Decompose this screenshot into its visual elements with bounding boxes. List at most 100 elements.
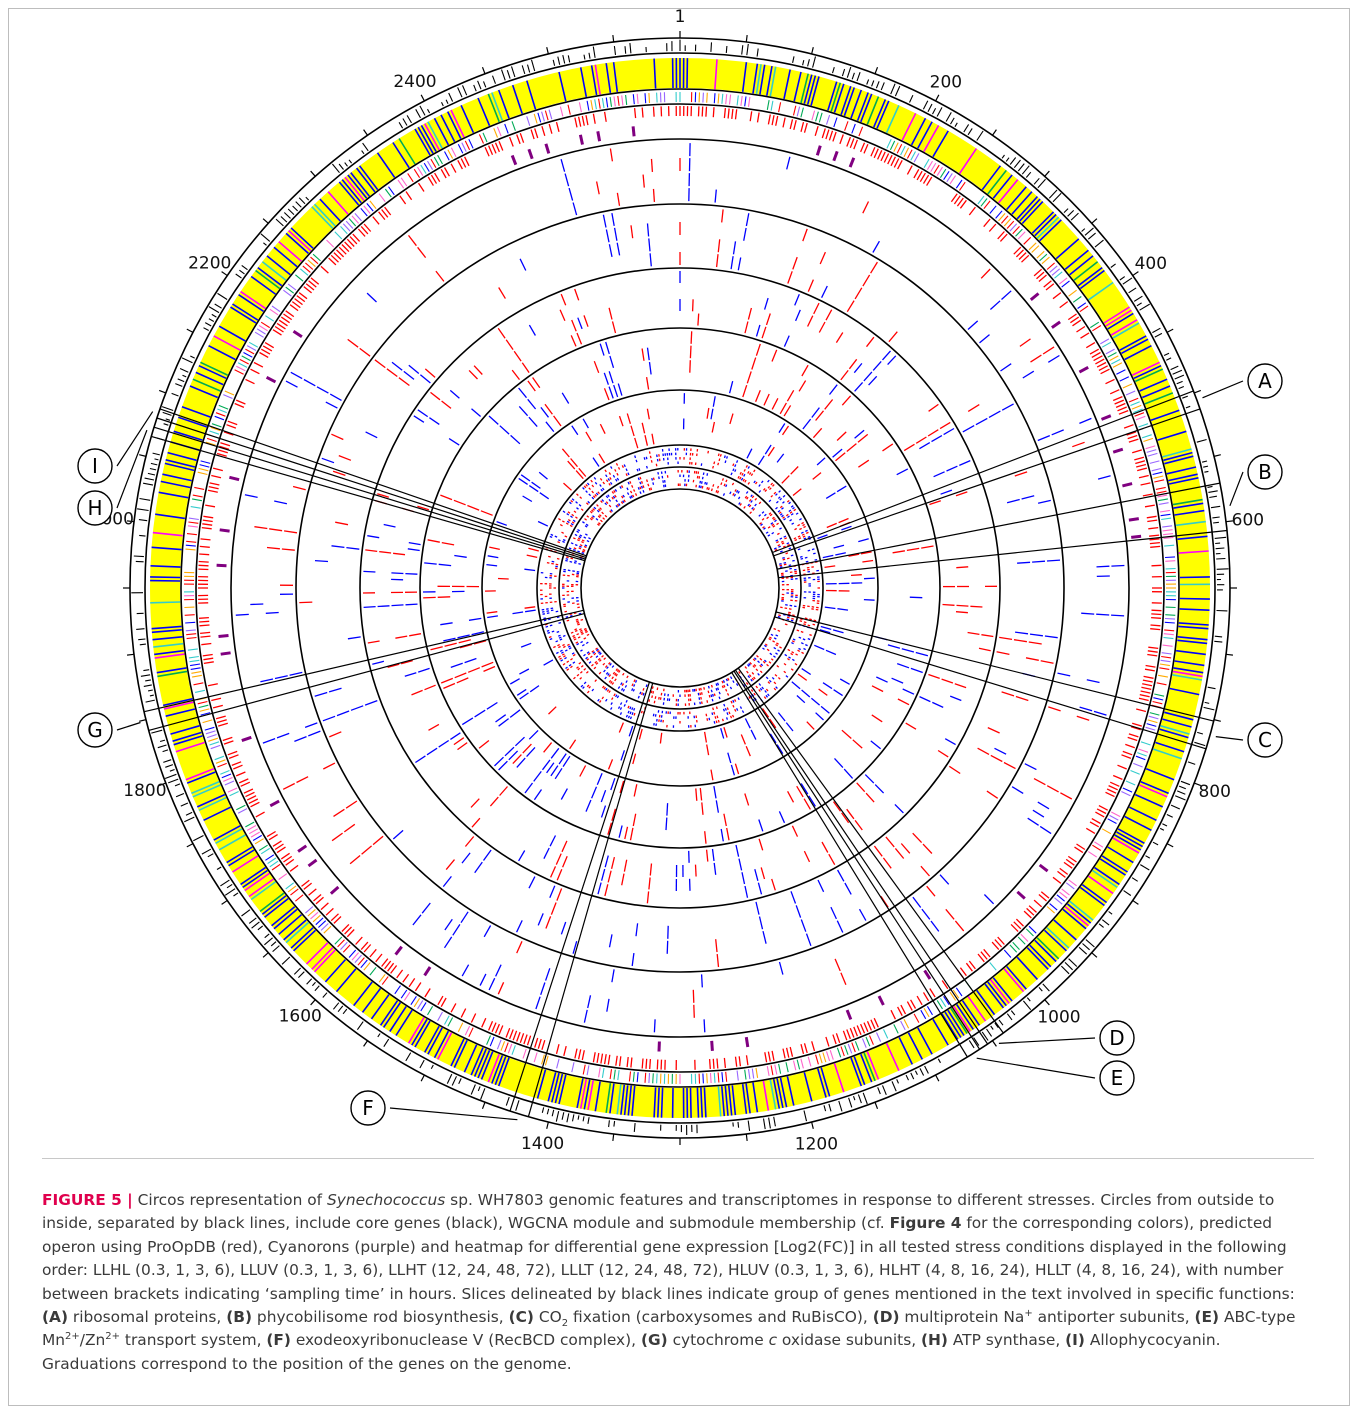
expression-mark <box>790 668 794 671</box>
expression-mark <box>718 458 721 462</box>
operon-mark <box>782 117 786 128</box>
operon-mark <box>488 145 494 156</box>
expression-mark <box>762 647 765 650</box>
submodule-mark <box>457 144 464 154</box>
expression-mark <box>620 501 624 504</box>
expression-mark <box>726 683 729 687</box>
core-gene-mark <box>1152 841 1159 846</box>
expression-mark <box>629 496 632 499</box>
position-label: 800 <box>1198 782 1230 802</box>
callout-label-c: C <box>1258 728 1272 752</box>
expression-mark <box>601 655 604 658</box>
figure-4-link[interactable]: Figure 4 <box>889 1214 962 1233</box>
expression-mark <box>750 689 754 692</box>
expression-mark <box>586 684 590 688</box>
expression-mark <box>350 705 364 711</box>
expression-mark <box>412 914 422 926</box>
slice-boundary <box>772 390 1194 554</box>
expression-mark <box>921 908 931 920</box>
expression-mark <box>732 492 735 496</box>
expression-mark <box>802 535 806 538</box>
expression-mark <box>757 882 763 895</box>
core-gene-mark <box>430 1064 434 1069</box>
expression-mark <box>349 854 361 865</box>
submodule-mark <box>369 200 377 210</box>
expression-mark <box>403 370 415 380</box>
operon-mark <box>1147 653 1158 657</box>
submodule-mark <box>910 151 916 161</box>
expression-mark <box>783 563 787 566</box>
expression-mark <box>512 611 524 615</box>
core-gene-mark <box>295 201 302 208</box>
operon-mark <box>789 119 794 130</box>
submodule-mark <box>889 140 896 151</box>
expression-mark <box>627 705 630 709</box>
wgcna-gene-mark <box>779 1077 788 1108</box>
expression-mark <box>922 843 933 854</box>
expression-mark <box>988 410 1001 418</box>
expression-mark <box>822 554 834 559</box>
expression-mark <box>791 642 794 645</box>
cyanoron-mark <box>578 134 584 145</box>
expression-mark <box>854 429 865 439</box>
expression-mark <box>537 520 549 527</box>
submodule-mark <box>854 1041 860 1051</box>
expression-mark <box>629 827 634 841</box>
expression-mark <box>734 464 737 468</box>
core-gene-mark <box>152 452 160 456</box>
expression-mark <box>1044 635 1058 639</box>
expression-mark <box>564 656 567 660</box>
expression-mark <box>747 471 750 474</box>
wgcna-gene-mark <box>885 104 900 134</box>
expression-mark <box>776 522 779 526</box>
expression-mark <box>975 417 988 426</box>
core-gene-mark <box>1068 958 1078 967</box>
operon-mark <box>488 1020 494 1031</box>
operon-mark <box>200 635 211 638</box>
expression-mark <box>806 721 815 730</box>
expression-mark <box>578 612 582 615</box>
submodule-mark <box>1149 712 1160 716</box>
expression-mark <box>575 618 579 621</box>
expression-mark <box>791 522 795 525</box>
wgcna-gene-mark <box>772 1078 781 1109</box>
submodule-mark <box>533 1052 538 1063</box>
expression-mark <box>930 920 940 932</box>
expression-mark <box>543 659 554 666</box>
expression-mark <box>800 557 804 560</box>
submodule-mark <box>747 96 751 107</box>
submodule-mark <box>400 177 408 187</box>
submodule-mark <box>337 939 345 948</box>
expression-mark <box>771 398 779 410</box>
operon-mark <box>1151 616 1162 619</box>
expression-mark <box>765 531 769 534</box>
expression-mark <box>752 508 756 511</box>
submodule-mark <box>363 962 371 971</box>
expression-mark <box>558 636 562 639</box>
core-gene-mark <box>914 1070 918 1075</box>
submodule-mark <box>340 941 348 950</box>
submodule-mark <box>1128 397 1139 403</box>
expression-mark <box>819 629 831 634</box>
submodule-mark <box>1133 762 1143 768</box>
operon-mark <box>417 182 425 192</box>
operon-mark <box>216 719 227 724</box>
operon-mark <box>1045 283 1055 291</box>
graduation-tick <box>991 1040 997 1047</box>
submodule-mark <box>1142 434 1152 439</box>
expression-mark <box>473 365 483 375</box>
expression-mark <box>599 652 602 656</box>
expression-mark <box>332 470 346 477</box>
submodule-mark <box>1131 404 1142 410</box>
expression-mark <box>805 933 812 947</box>
function-slices <box>143 390 1228 1117</box>
core-gene-mark <box>1087 232 1096 240</box>
expression-mark <box>779 564 783 567</box>
expression-mark <box>516 688 527 696</box>
core-gene-mark <box>1005 157 1010 162</box>
expression-mark <box>790 891 797 904</box>
core-gene-mark <box>149 467 157 471</box>
cyanoron-mark <box>710 1040 714 1052</box>
core-gene-mark <box>383 1038 390 1047</box>
expression-mark <box>518 477 528 485</box>
